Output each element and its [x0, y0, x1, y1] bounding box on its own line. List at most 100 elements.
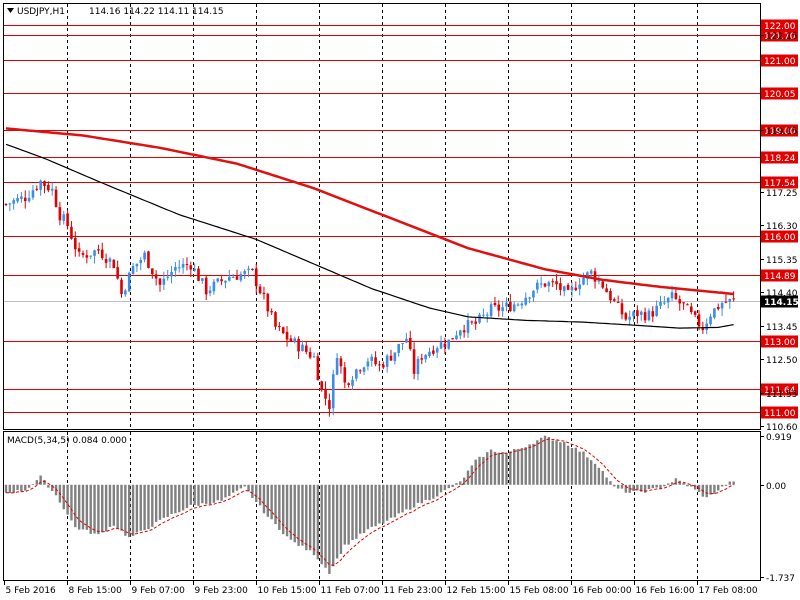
macd-hist-bar	[416, 484, 420, 503]
candle-body	[339, 358, 343, 367]
y-tick-label: 115.35	[766, 256, 798, 266]
macd-hist-bar	[578, 451, 581, 485]
macd-hist-bar	[424, 484, 427, 500]
macd-hist-bar	[355, 484, 358, 539]
macd-hist-bar	[366, 484, 370, 530]
macd-hist-bar	[131, 484, 135, 536]
macd-y-tick-label: 0.00	[766, 482, 786, 492]
level-label: 116.00	[764, 233, 796, 243]
level-tag	[761, 383, 798, 396]
candle-body	[539, 283, 543, 285]
macd-hist-bar	[208, 484, 212, 505]
x-tick-label: 8 Feb 15:00	[69, 586, 123, 596]
macd-hist-bar	[351, 484, 354, 540]
candle-body	[166, 276, 169, 278]
ma-slow-line	[5, 143, 734, 329]
candle-body	[435, 348, 439, 353]
candle-body	[20, 196, 23, 199]
macd-hist-bar	[601, 470, 604, 485]
candle-body	[432, 350, 435, 354]
macd-hist-bar	[189, 484, 192, 505]
macd-hist-bar	[509, 451, 512, 485]
candle-body	[335, 357, 339, 375]
x-tick-label: 15 Feb 08:00	[510, 586, 569, 596]
moving-averages	[5, 127, 734, 329]
macd-hist-bar	[566, 445, 570, 485]
candle-body	[512, 304, 516, 312]
macd-hist-bar	[397, 484, 400, 514]
macd-hist-bar	[112, 484, 115, 526]
macd-hist-bar	[732, 481, 735, 485]
macd-hist-bar	[401, 484, 404, 513]
candle-body	[624, 313, 628, 320]
candle-body	[293, 338, 297, 342]
macd-hist-bar	[462, 477, 466, 485]
candle-body	[628, 316, 631, 320]
macd-hist-bar	[686, 484, 689, 487]
candle-body	[597, 280, 601, 282]
candle-body	[70, 226, 73, 239]
candle-body	[220, 279, 223, 282]
macd-hist-bar	[613, 484, 616, 487]
candle-body	[181, 263, 185, 268]
level-label: 121.70	[764, 32, 796, 42]
macd-hist-bar	[101, 484, 104, 533]
macd-hist-bar	[436, 484, 439, 497]
candle-body	[532, 290, 535, 298]
macd-hist-bar	[16, 484, 19, 490]
level-tag	[761, 335, 798, 348]
chart-menu-triangle-icon[interactable]	[7, 8, 14, 13]
y-tick-label: 113.45	[766, 323, 798, 333]
candle-body	[66, 213, 69, 227]
macd-hist-bar	[74, 484, 77, 528]
x-tick-label: 5 Feb 2016	[6, 586, 57, 596]
y-tick-label: 116.30	[766, 222, 798, 232]
candle-body	[643, 312, 647, 321]
level-label: 122.00	[764, 22, 796, 32]
macd-hist-bar	[647, 484, 651, 490]
macd-hist-bar	[659, 484, 662, 489]
macd-hist-bar	[389, 484, 393, 518]
candle-body	[605, 288, 608, 293]
candle-body	[127, 272, 131, 292]
candle-body	[239, 274, 243, 281]
candle-body	[58, 207, 62, 221]
macd-hist-bar	[93, 484, 96, 534]
candle-body	[235, 276, 239, 280]
level-tag	[761, 269, 798, 282]
macd-hist-bar	[705, 484, 708, 498]
candle-body	[482, 314, 485, 316]
candle-body	[278, 326, 281, 328]
candle-body	[16, 197, 19, 202]
candle-body	[651, 311, 655, 317]
candle-body	[135, 263, 139, 267]
y-tick-label: 122.15	[766, 32, 798, 42]
candle-body	[374, 357, 377, 365]
macd-hist-bar	[212, 484, 216, 503]
candle-body	[201, 278, 204, 281]
macd-hist-bar	[682, 483, 685, 485]
candle-body	[254, 268, 258, 287]
candle-body	[443, 343, 447, 348]
candle-body	[362, 367, 366, 372]
candle-body	[408, 338, 412, 349]
macd-hist-bar	[432, 484, 435, 499]
macd-hist-bar	[374, 484, 377, 527]
candle-body	[405, 338, 408, 343]
macd-hist-bar	[505, 452, 508, 485]
macd-hist-bar	[370, 484, 373, 527]
current-price-tag	[761, 295, 798, 308]
candle-body	[97, 249, 100, 251]
macd-hist-bar	[690, 484, 693, 487]
macd-hist-bar	[409, 484, 412, 510]
candle-body	[609, 291, 612, 301]
candle-body	[686, 304, 689, 306]
macd-hist-bar	[547, 437, 551, 485]
macd-y-tick-label: -1.737	[766, 574, 795, 584]
macd-hist-bar	[524, 447, 527, 485]
candle-body	[147, 251, 150, 268]
candle-body	[705, 323, 708, 330]
candle-body	[690, 306, 693, 313]
candle-body	[85, 255, 89, 258]
level-tag	[761, 124, 798, 137]
